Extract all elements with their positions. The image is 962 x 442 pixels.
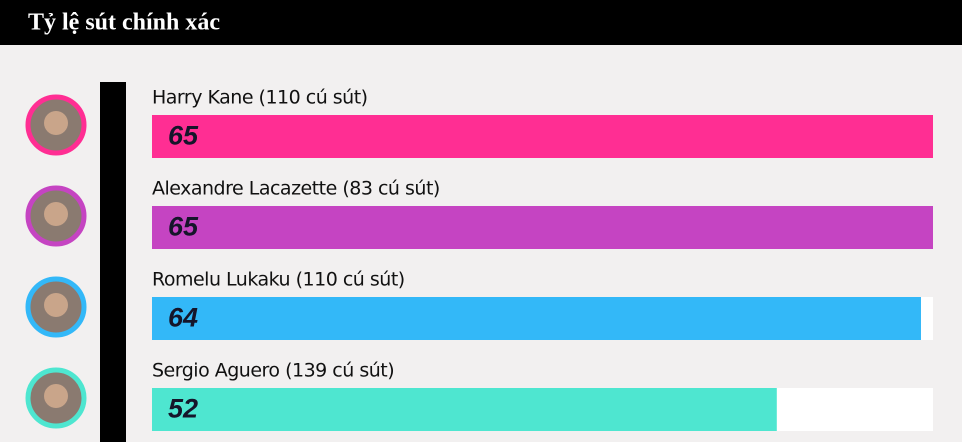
value-label: 65 [168, 212, 199, 242]
divider [100, 82, 126, 442]
title-bar [0, 0, 962, 45]
avatar-face [44, 111, 68, 135]
value-label: 65 [168, 121, 199, 151]
avatar-face [44, 384, 68, 408]
category-label: Sergio Aguero (139 cú sút) [152, 360, 394, 382]
bar [152, 388, 777, 431]
bar [152, 297, 921, 340]
category-label: Alexandre Lacazette (83 cú sút) [152, 178, 440, 200]
bar [152, 206, 933, 249]
chart-title: Tỷ lệ sút chính xác [28, 10, 220, 36]
category-label: Harry Kane (110 cú sút) [152, 87, 368, 109]
bar [152, 115, 933, 158]
avatar-face [44, 202, 68, 226]
category-label: Romelu Lukaku (110 cú sút) [152, 269, 405, 291]
avatar-face [44, 293, 68, 317]
value-label: 52 [168, 394, 198, 424]
value-label: 64 [168, 303, 198, 333]
